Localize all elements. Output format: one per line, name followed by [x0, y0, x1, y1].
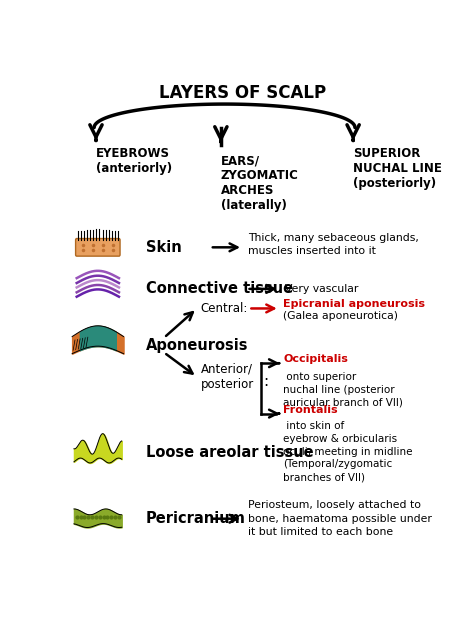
Text: (Galea aponeurotica): (Galea aponeurotica): [283, 311, 398, 321]
Text: Epicranial aponeurosis: Epicranial aponeurosis: [283, 298, 425, 309]
Text: Loose areolar tissue: Loose areolar tissue: [146, 445, 313, 460]
Text: onto superior
nuchal line (posterior
auricular branch of VII): onto superior nuchal line (posterior aur…: [283, 372, 403, 408]
Text: LAYERS OF SCALP: LAYERS OF SCALP: [159, 84, 327, 102]
Text: Thick, many sebaceous glands,
muscles inserted into it: Thick, many sebaceous glands, muscles in…: [248, 233, 419, 257]
Text: Aponeurosis: Aponeurosis: [146, 338, 248, 352]
Text: Pericranium: Pericranium: [146, 511, 246, 526]
Text: Occipitalis: Occipitalis: [283, 354, 348, 364]
Text: :: :: [264, 374, 269, 389]
Text: into skin of
eyebrow & orbicularis
oculi, meeting in midline
(Temporal/zygomatic: into skin of eyebrow & orbicularis oculi…: [283, 421, 413, 482]
Text: Anterior/
posterior: Anterior/ posterior: [201, 363, 254, 391]
Text: SUPERIOR
NUCHAL LINE
(posteriorly): SUPERIOR NUCHAL LINE (posteriorly): [353, 147, 442, 190]
FancyBboxPatch shape: [75, 239, 120, 256]
Text: Very vascular: Very vascular: [285, 284, 358, 294]
Text: Skin: Skin: [146, 240, 182, 255]
Text: Central:: Central:: [201, 302, 248, 315]
Text: EYEBROWS
(anteriorly): EYEBROWS (anteriorly): [96, 147, 172, 175]
Text: Periosteum, loosely attached to
bone, haematoma possible under
it but limited to: Periosteum, loosely attached to bone, ha…: [248, 500, 432, 537]
Text: Frontalis: Frontalis: [283, 404, 338, 415]
Text: Connective tissue: Connective tissue: [146, 281, 293, 297]
Text: EARS/
ZYGOMATIC
ARCHES
(laterally): EARS/ ZYGOMATIC ARCHES (laterally): [221, 154, 299, 213]
